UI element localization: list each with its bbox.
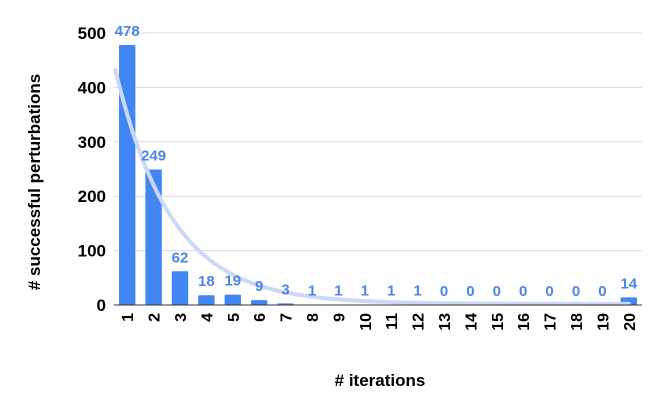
x-tick-label: 12 bbox=[411, 313, 428, 331]
bar bbox=[119, 44, 136, 306]
x-tick-label: 6 bbox=[252, 313, 269, 322]
bar bbox=[224, 294, 241, 305]
data-label: 14 bbox=[620, 275, 637, 292]
x-tick-label: 20 bbox=[622, 313, 639, 331]
x-tick-label: 18 bbox=[569, 313, 586, 331]
x-axis-title: # iterations bbox=[335, 371, 426, 390]
x-tick-label: 1 bbox=[120, 313, 137, 322]
data-label: 0 bbox=[519, 283, 527, 300]
data-label: 249 bbox=[141, 148, 166, 165]
data-label: 0 bbox=[493, 283, 501, 300]
x-axis-ticks: 1 2 3 4 5 6 7 8 9 10 11 12 13 14 15 16 17 18 19 20 bbox=[120, 313, 639, 331]
trend-line bbox=[113, 68, 631, 306]
x-tick-label: 15 bbox=[490, 313, 507, 331]
x-tick-label: 17 bbox=[543, 313, 560, 331]
data-label: 1 bbox=[413, 282, 421, 299]
data-label: 478 bbox=[115, 23, 140, 40]
x-tick-label: 7 bbox=[279, 313, 296, 322]
data-label: 62 bbox=[172, 249, 189, 266]
x-tick-label: 13 bbox=[437, 313, 454, 331]
data-label: 1 bbox=[308, 282, 316, 299]
y-tick-label: 300 bbox=[78, 133, 106, 152]
y-axis-ticks: 0 100 200 300 400 500 bbox=[78, 24, 106, 315]
data-label: 0 bbox=[572, 283, 580, 300]
y-tick-label: 400 bbox=[78, 78, 106, 97]
data-label: 3 bbox=[281, 281, 289, 298]
x-tick-label: 2 bbox=[147, 313, 164, 322]
data-label: 9 bbox=[255, 278, 263, 295]
data-label: 0 bbox=[545, 283, 553, 300]
grid-lines bbox=[114, 32, 642, 252]
bar bbox=[198, 295, 215, 305]
x-tick-label: 8 bbox=[305, 313, 322, 322]
bars bbox=[119, 44, 637, 306]
data-label: 19 bbox=[224, 273, 241, 290]
data-label: 1 bbox=[334, 282, 342, 299]
y-tick-label: 0 bbox=[97, 296, 106, 315]
data-labels: 478 249 62 18 19 9 3 1 1 1 1 1 0 0 0 0 0 0 0 14 bbox=[115, 23, 638, 300]
x-tick-label: 14 bbox=[463, 313, 480, 331]
x-tick-label: 19 bbox=[595, 313, 612, 331]
x-tick-label: 4 bbox=[199, 313, 216, 322]
data-label: 1 bbox=[361, 282, 369, 299]
data-label: 0 bbox=[466, 283, 474, 300]
x-tick-label: 3 bbox=[173, 313, 190, 322]
data-label: 1 bbox=[387, 282, 395, 299]
data-label: 0 bbox=[598, 283, 606, 300]
x-tick-label: 10 bbox=[358, 313, 375, 331]
bar bbox=[145, 169, 162, 305]
data-label: 0 bbox=[440, 283, 448, 300]
x-tick-label: 16 bbox=[516, 313, 533, 331]
y-tick-label: 500 bbox=[78, 24, 106, 43]
bar bbox=[251, 300, 268, 305]
data-label: 18 bbox=[198, 273, 215, 290]
y-tick-label: 100 bbox=[78, 242, 106, 261]
bar bbox=[171, 271, 189, 305]
y-axis-title: # successful perturbations bbox=[25, 74, 44, 290]
x-tick-label: 5 bbox=[226, 313, 243, 322]
y-tick-label: 200 bbox=[78, 187, 106, 206]
x-tick-label: 9 bbox=[331, 313, 348, 322]
x-tick-label: 11 bbox=[384, 313, 401, 330]
